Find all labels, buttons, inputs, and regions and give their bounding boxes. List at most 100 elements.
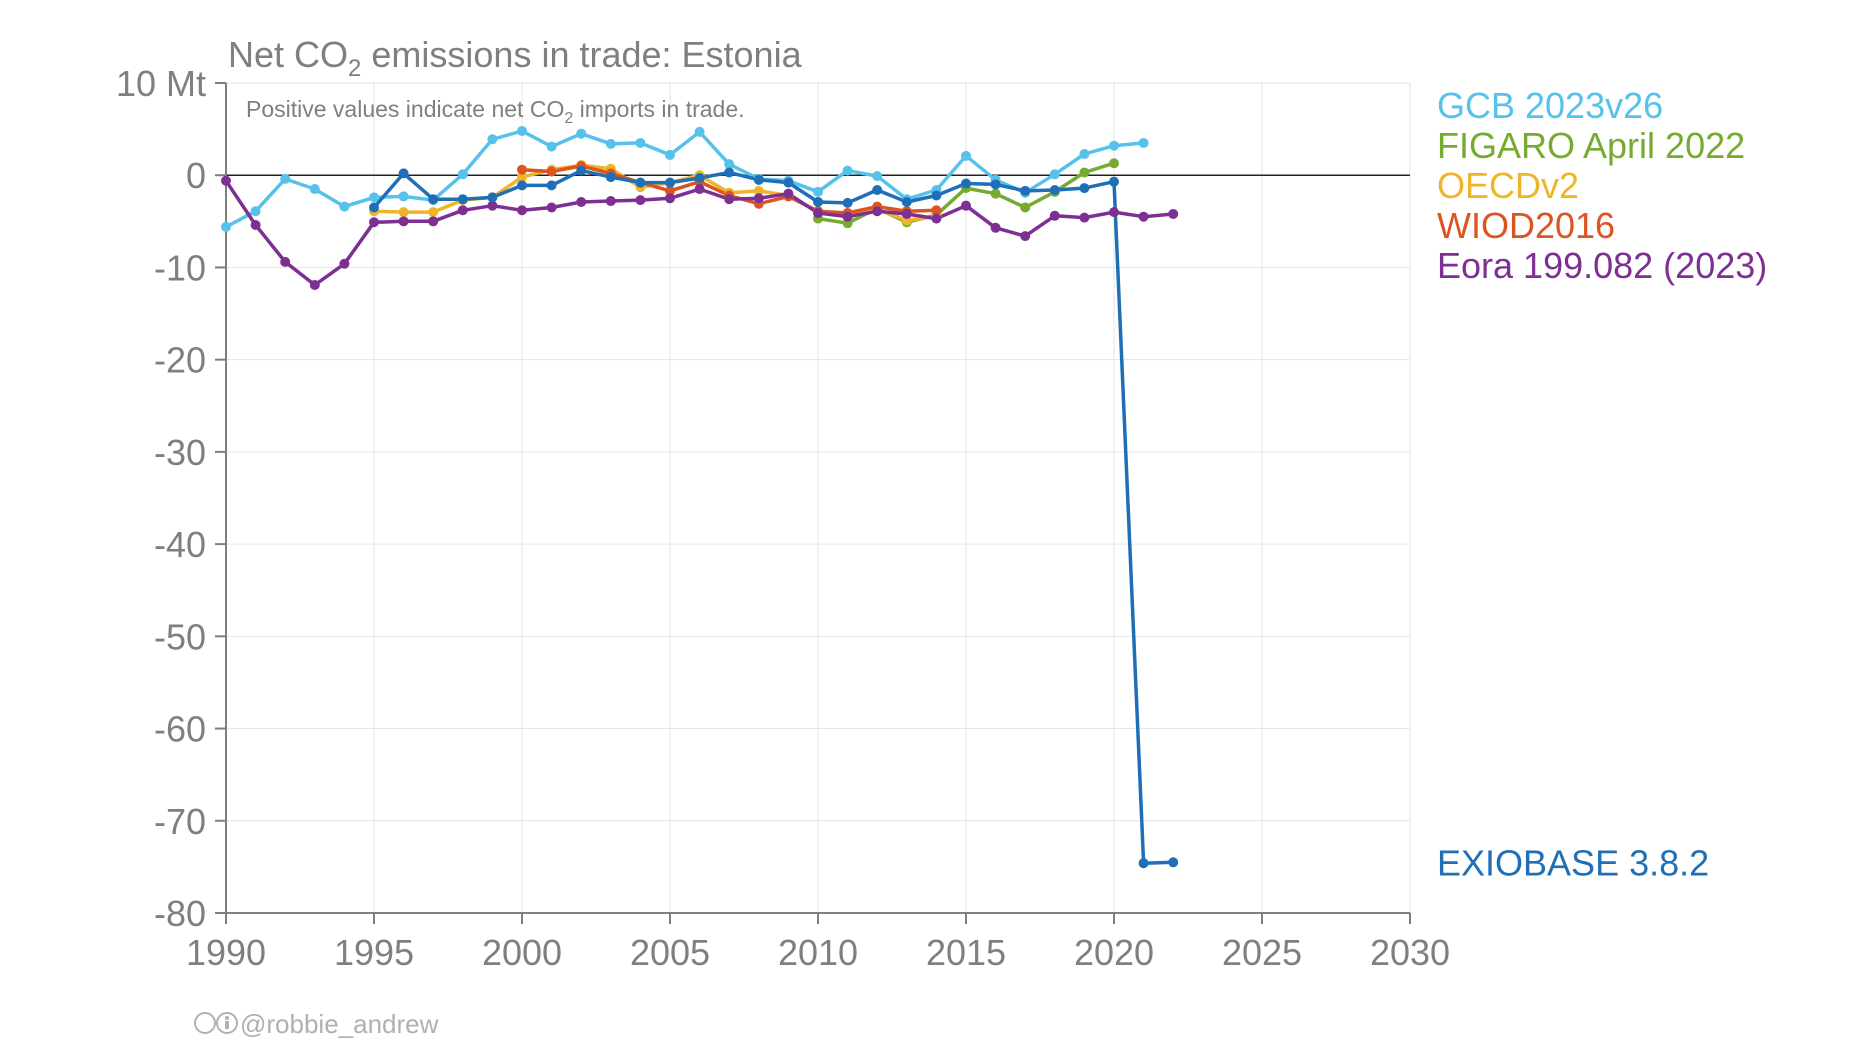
data-point-gcb-2023v26	[487, 134, 498, 145]
data-point-eora-199-082-2023	[635, 195, 646, 206]
data-point-gcb-2023v26	[665, 149, 675, 160]
y-tick-label: -20	[154, 340, 206, 381]
data-point-exiobase-3-8-2	[931, 190, 942, 201]
legend-label-gcb-2023v26: GCB 2023v26	[1437, 85, 1663, 126]
legend-label-wiod2016: WIOD2016	[1437, 205, 1615, 246]
y-tick-label: -50	[154, 616, 206, 657]
data-point-eora-199-082-2023	[487, 200, 498, 211]
data-point-wiod2016	[931, 205, 942, 216]
data-point-eora-199-082-2023	[1109, 207, 1119, 218]
attribution-icon-head	[225, 1016, 229, 1020]
data-point-eora-199-082-2023	[783, 188, 794, 199]
data-point-gcb-2023v26	[517, 125, 527, 136]
series-lines	[224, 129, 1174, 865]
data-point-eora-199-082-2023	[1079, 212, 1090, 223]
data-point-eora-199-082-2023	[546, 202, 557, 213]
data-point-exiobase-3-8-2	[813, 196, 823, 207]
x-tick-label: 1990	[186, 932, 266, 973]
data-point-eora-199-082-2023	[813, 208, 823, 219]
series-points	[221, 125, 1179, 869]
y-tick-label: 0	[186, 155, 206, 196]
data-point-figaro-april-2022	[990, 188, 1001, 199]
data-point-exiobase-3-8-2	[1109, 176, 1119, 187]
chart-subtitle: Positive values indicate net CO2 imports…	[246, 96, 745, 127]
x-tick-label: 2010	[778, 932, 858, 973]
data-point-figaro-april-2022	[1020, 202, 1031, 213]
data-point-eora-199-082-2023	[457, 205, 468, 216]
y-tick-label: -40	[154, 524, 206, 565]
x-tick-label: 2020	[1074, 932, 1154, 973]
data-point-exiobase-3-8-2	[635, 177, 646, 188]
legend-label-eora-199-082-2023: Eora 199.082 (2023)	[1437, 245, 1767, 286]
data-point-gcb-2023v26	[369, 192, 379, 203]
data-point-gcb-2023v26	[339, 201, 350, 212]
data-point-eora-199-082-2023	[1168, 208, 1179, 219]
credit: @robbie_andrew	[194, 1009, 439, 1039]
data-point-gcb-2023v26	[1138, 137, 1149, 148]
data-point-eora-199-082-2023	[694, 184, 705, 195]
data-point-gcb-2023v26	[1049, 169, 1060, 180]
data-point-oecdv2	[517, 172, 527, 183]
data-point-exiobase-3-8-2	[753, 174, 764, 185]
y-tick-label: -30	[154, 432, 206, 473]
data-point-exiobase-3-8-2	[901, 196, 912, 207]
data-point-exiobase-3-8-2	[576, 165, 587, 176]
x-tick-label: 2015	[926, 932, 1006, 973]
data-point-exiobase-3-8-2	[961, 178, 971, 189]
data-point-exiobase-3-8-2	[605, 172, 616, 183]
axes: 0 -10 -20 -30 -40 -50 -60 -70 -80 10 Mt 1990 1995 20…	[116, 63, 1450, 973]
data-point-exiobase-3-8-2	[1138, 858, 1149, 869]
y-tick-label: -80	[154, 893, 206, 934]
data-point-gcb-2023v26	[724, 159, 735, 170]
data-point-exiobase-3-8-2	[665, 177, 675, 188]
data-point-eora-199-082-2023	[221, 175, 231, 186]
data-point-exiobase-3-8-2	[398, 168, 409, 179]
data-point-figaro-april-2022	[1109, 158, 1119, 169]
data-point-eora-199-082-2023	[990, 222, 1001, 233]
x-tick-label: 2025	[1222, 932, 1302, 973]
data-point-eora-199-082-2023	[309, 279, 320, 290]
data-point-eora-199-082-2023	[961, 200, 971, 211]
data-point-eora-199-082-2023	[339, 258, 350, 269]
y-tick-label-top: 10 Mt	[116, 63, 206, 104]
data-point-exiobase-3-8-2	[517, 180, 527, 191]
data-point-exiobase-3-8-2	[369, 202, 379, 213]
legend-label-figaro-april-2022: FIGARO April 2022	[1437, 125, 1745, 166]
data-point-eora-199-082-2023	[576, 196, 587, 207]
chart-title: Net CO2 emissions in trade: Estonia	[228, 34, 803, 82]
data-point-eora-199-082-2023	[901, 208, 912, 219]
series-line-eora-199-082-2023	[224, 179, 1174, 287]
data-point-gcb-2023v26	[842, 165, 853, 176]
data-point-exiobase-3-8-2	[1049, 184, 1060, 195]
data-point-gcb-2023v26	[961, 150, 971, 161]
x-tick-label: 2030	[1370, 932, 1450, 973]
data-point-wiod2016	[546, 166, 557, 177]
series-line-exiobase-3-8-2	[372, 168, 1174, 865]
data-point-wiod2016	[665, 185, 675, 196]
data-point-eora-199-082-2023	[428, 216, 439, 227]
data-point-gcb-2023v26	[221, 221, 231, 232]
data-point-exiobase-3-8-2	[842, 197, 853, 208]
data-point-eora-199-082-2023	[665, 193, 675, 204]
data-point-eora-199-082-2023	[842, 211, 853, 222]
x-tick-label: 1995	[334, 932, 414, 973]
data-point-exiobase-3-8-2	[990, 179, 1001, 190]
data-point-gcb-2023v26	[1109, 140, 1119, 151]
y-tick-label: -60	[154, 709, 206, 750]
data-point-gcb-2023v26	[250, 206, 261, 217]
data-point-eora-199-082-2023	[724, 194, 735, 205]
credit-handle: @robbie_andrew	[240, 1009, 439, 1039]
data-point-eora-199-082-2023	[280, 256, 291, 267]
data-point-exiobase-3-8-2	[1020, 185, 1031, 196]
data-point-eora-199-082-2023	[250, 220, 261, 231]
x-tick-label: 2000	[482, 932, 562, 973]
data-point-gcb-2023v26	[576, 128, 587, 139]
data-point-eora-199-082-2023	[1049, 210, 1060, 221]
data-point-exiobase-3-8-2	[1168, 857, 1179, 868]
data-point-exiobase-3-8-2	[457, 194, 468, 205]
data-point-gcb-2023v26	[813, 186, 823, 197]
data-point-gcb-2023v26	[1079, 149, 1090, 160]
data-point-oecdv2	[428, 207, 439, 218]
y-tick-label: -70	[154, 801, 206, 842]
